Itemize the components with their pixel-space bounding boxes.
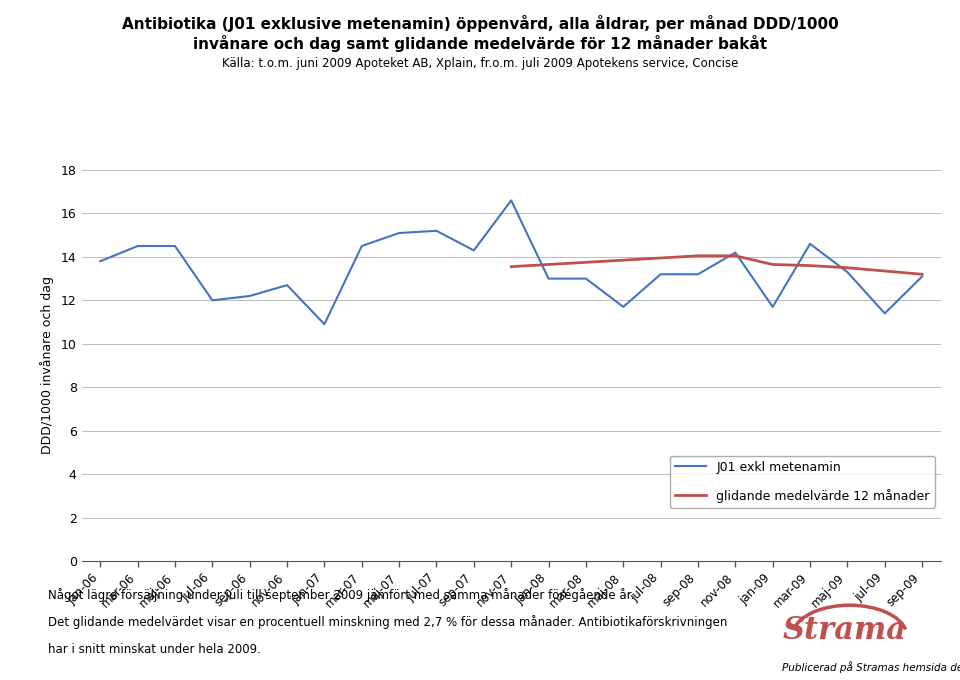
Text: Strama: Strama bbox=[782, 615, 906, 647]
Legend: J01 exkl metenamin, glidande medelvärde 12 månader: J01 exkl metenamin, glidande medelvärde … bbox=[670, 456, 934, 508]
Y-axis label: DDD/1000 invånare och dag: DDD/1000 invånare och dag bbox=[40, 277, 54, 454]
Text: Publicerad på Stramas hemsida den 16/11 2009: Publicerad på Stramas hemsida den 16/11 … bbox=[782, 661, 960, 673]
Text: invånare och dag samt glidande medelvärde för 12 månader bakåt: invånare och dag samt glidande medelvärd… bbox=[193, 35, 767, 52]
Text: Det glidande medelvärdet visar en procentuell minskning med 2,7 % för dessa måna: Det glidande medelvärdet visar en procen… bbox=[48, 615, 728, 630]
Text: Antibiotika (J01 exklusive metenamin) öppenvård, alla åldrar, per månad DDD/1000: Antibiotika (J01 exklusive metenamin) öp… bbox=[122, 15, 838, 32]
Text: Källa: t.o.m. juni 2009 Apoteket AB, Xplain, fr.o.m. juli 2009 Apotekens service: Källa: t.o.m. juni 2009 Apoteket AB, Xpl… bbox=[222, 57, 738, 70]
Text: Något lägre försäljning under juli till september 2009 jämfört med samma månader: Något lägre försäljning under juli till … bbox=[48, 588, 635, 602]
Text: har i snitt minskat under hela 2009.: har i snitt minskat under hela 2009. bbox=[48, 643, 261, 656]
